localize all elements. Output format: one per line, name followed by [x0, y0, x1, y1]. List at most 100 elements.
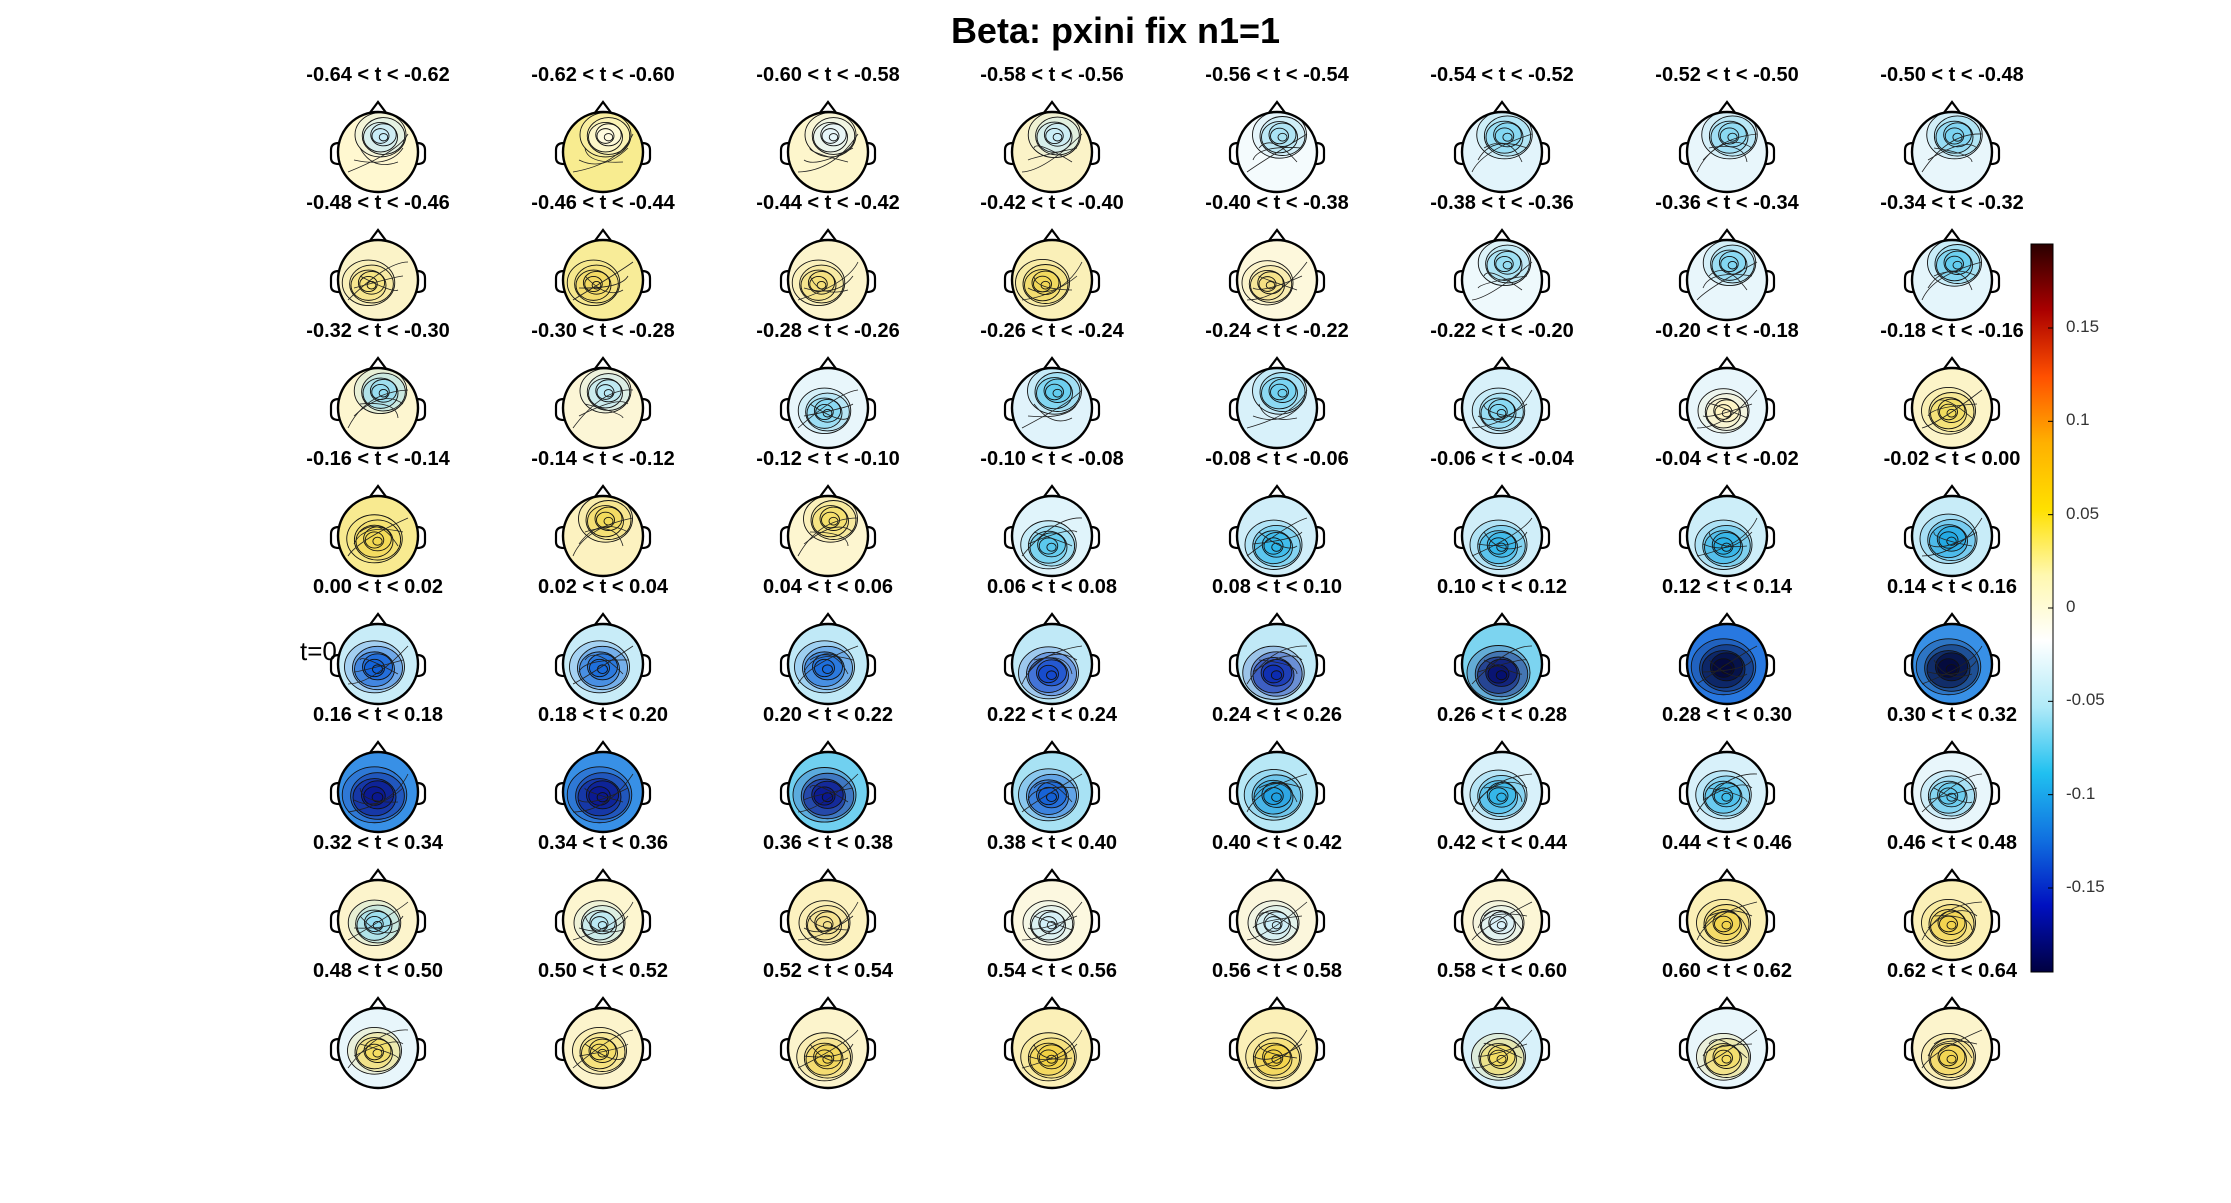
left-ear-shape	[1453, 653, 1464, 678]
time-window-label: -0.52 < t < -0.50	[1655, 64, 1799, 86]
right-ear-shape	[866, 141, 877, 166]
time-window-label: 0.62 < t < 0.64	[1886, 960, 2018, 982]
contour-line	[1246, 389, 1308, 429]
contour-line	[584, 915, 624, 933]
contour-line	[1702, 910, 1753, 929]
nose-shape	[818, 740, 838, 755]
contour-line	[1946, 920, 1957, 930]
head-outline	[1685, 1006, 1769, 1090]
contour-line	[1495, 670, 1508, 681]
nose-shape	[368, 868, 388, 883]
right-ear-shape	[1540, 909, 1551, 934]
contour-line	[1708, 403, 1748, 419]
contour-line	[1721, 1054, 1732, 1064]
head-outline	[1010, 1006, 1094, 1090]
time-window-label: -0.30 < t < -0.28	[531, 320, 675, 342]
contour-line	[578, 787, 629, 803]
nose-shape	[1267, 740, 1287, 755]
right-ear-shape	[1540, 269, 1551, 294]
left-ear-shape	[1003, 141, 1014, 166]
right-ear-shape	[866, 1037, 877, 1062]
left-ear-shape	[1003, 1037, 1014, 1062]
contour-line	[353, 398, 404, 417]
time-window-label: -0.12 < t < -0.10	[756, 448, 900, 470]
nose-shape	[1267, 612, 1287, 627]
contour-line	[584, 787, 624, 803]
scalp-topoplot	[1903, 740, 2001, 834]
nose-shape	[1042, 740, 1062, 755]
contour-line	[1252, 531, 1303, 545]
nose-shape	[1492, 740, 1512, 755]
right-ear-shape	[866, 525, 877, 550]
right-ear-shape	[1315, 269, 1326, 294]
time-window-label: 0.28 < t < 0.30	[1661, 704, 1793, 726]
contour-line	[359, 526, 399, 547]
contour-line	[803, 275, 854, 292]
nose-shape	[1492, 100, 1512, 115]
contour-line	[1258, 1043, 1298, 1059]
right-ear-shape	[1540, 141, 1551, 166]
right-ear-shape	[641, 781, 652, 806]
contour-line	[1708, 531, 1748, 548]
scalp-topoplot	[1453, 484, 1551, 578]
nose-shape	[818, 228, 838, 243]
left-ear-shape	[1228, 1037, 1239, 1062]
nose-shape	[593, 868, 613, 883]
scalp-topoplot	[1003, 996, 1101, 1090]
contour-line	[1721, 792, 1732, 802]
contour-line	[353, 528, 404, 545]
contour-line	[822, 664, 833, 674]
left-ear-shape	[329, 781, 340, 806]
contour-line	[1933, 1038, 1973, 1059]
contour-line	[1477, 781, 1528, 801]
time-window-label: -0.14 < t < -0.12	[531, 448, 675, 470]
contour-line	[1246, 901, 1308, 941]
left-ear-shape	[554, 781, 565, 806]
right-ear-shape	[866, 909, 877, 934]
contour-line	[809, 275, 849, 293]
contour-line	[1046, 542, 1057, 552]
contour-line	[797, 773, 859, 813]
head-outline	[1235, 238, 1319, 322]
contour-line	[359, 915, 399, 934]
nose-shape	[593, 228, 613, 243]
left-ear-shape	[329, 397, 340, 422]
nose-shape	[818, 356, 838, 371]
left-ear-shape	[1678, 525, 1689, 550]
head-outline	[1910, 750, 1994, 834]
contour-line	[1033, 531, 1073, 547]
contour-line	[359, 787, 399, 803]
contour-line	[803, 526, 854, 545]
nose-shape	[1267, 100, 1287, 115]
right-ear-shape	[1090, 141, 1101, 166]
scalp-topoplot	[329, 868, 427, 962]
contour-line	[578, 401, 629, 417]
head-outline	[1910, 878, 1994, 962]
time-window-label: 0.20 < t < 0.22	[762, 704, 894, 726]
nose-shape	[1717, 996, 1737, 1011]
contour-line	[1477, 403, 1528, 420]
left-ear-shape	[329, 269, 340, 294]
contour-line	[1471, 901, 1533, 941]
right-ear-shape	[866, 269, 877, 294]
nose-shape	[1042, 356, 1062, 371]
nose-shape	[593, 484, 613, 499]
head-outline	[561, 494, 645, 578]
time-window-label: 0.40 < t < 0.42	[1211, 832, 1343, 854]
right-ear-shape	[1090, 909, 1101, 934]
contour-line	[1477, 531, 1528, 547]
colorbar-tick-label: -0.15	[2066, 877, 2105, 896]
right-ear-shape	[1315, 525, 1326, 550]
head-outline	[1235, 1006, 1319, 1090]
right-ear-shape	[1090, 653, 1101, 678]
scalp-topoplot	[1453, 356, 1551, 450]
left-ear-shape	[1678, 653, 1689, 678]
left-ear-shape	[1003, 781, 1014, 806]
nose-shape	[1942, 740, 1962, 755]
head-outline	[1910, 238, 1994, 322]
left-ear-shape	[329, 525, 340, 550]
contour-line	[803, 655, 854, 673]
left-ear-shape	[1228, 781, 1239, 806]
contour-line	[1496, 921, 1507, 930]
contour-line	[1252, 403, 1303, 420]
